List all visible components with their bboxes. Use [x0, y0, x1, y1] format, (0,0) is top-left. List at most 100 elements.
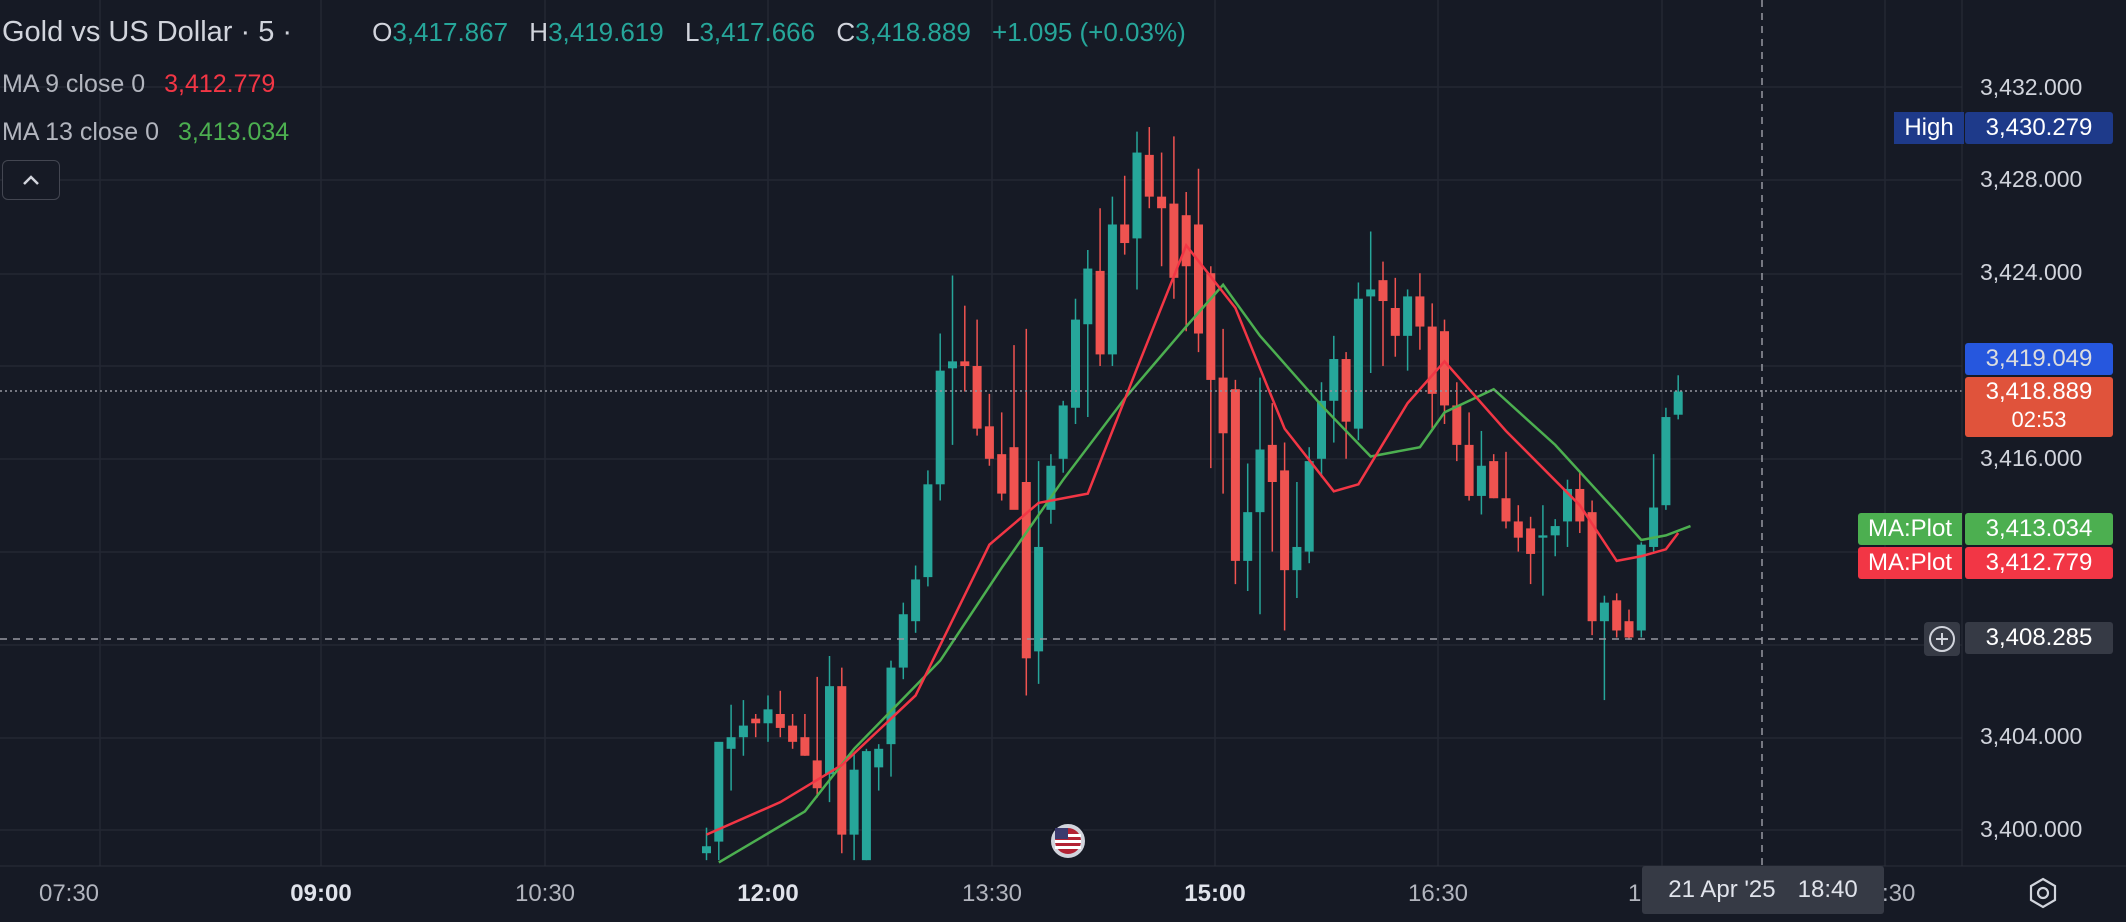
candle-body — [1501, 498, 1511, 522]
candle-body — [911, 579, 921, 622]
close-value: 3,418.889 — [855, 17, 971, 47]
time-tick-label: 12:00 — [737, 880, 799, 907]
time-tick-label: 13:30 — [961, 880, 1023, 907]
candle-body — [1317, 400, 1326, 459]
symbol-legend[interactable]: Gold vs US Dollar · 5 · O3,417.867 H3,41… — [2, 16, 1200, 49]
candle-body — [1550, 526, 1560, 536]
us-flag-event-icon[interactable] — [1049, 822, 1087, 860]
candle-body — [1218, 377, 1228, 434]
plus-circle-icon — [1929, 626, 1955, 652]
ma13-legend[interactable]: MA 13 close 0 3,413.034 — [2, 118, 289, 147]
candle-body — [837, 686, 847, 835]
candle-body — [923, 484, 933, 578]
candle-body — [960, 361, 970, 366]
time-label-partial-left: 1 — [1628, 880, 1642, 907]
candle-body — [861, 751, 871, 861]
candle-body — [1280, 470, 1290, 571]
candle-body — [1427, 326, 1437, 394]
candle-body — [825, 686, 834, 775]
bid-price-tag: 3,419.049 — [1965, 343, 2113, 375]
candle-body — [1673, 391, 1683, 415]
crosshair-date: 21 Apr '25 — [1668, 876, 1776, 903]
candle-body — [1599, 602, 1609, 622]
ma9-value: 3,412.779 — [164, 70, 276, 98]
candle-body — [1095, 270, 1105, 355]
time-tick-label: 07:30 — [38, 880, 100, 907]
candle-body — [997, 454, 1007, 494]
low-value: 3,417.666 — [699, 17, 816, 47]
candle-body — [812, 760, 822, 789]
candle-countdown: 02:53 — [2011, 407, 2067, 432]
candle-body — [1649, 507, 1659, 547]
candle-body — [1403, 296, 1413, 336]
candle-body — [763, 709, 773, 724]
high-value: 3,419.619 — [548, 17, 664, 47]
collapse-legend-button[interactable] — [2, 160, 60, 200]
price-tick-label: 3,416.000 — [1980, 444, 2083, 471]
crosshair-time-tag: 21 Apr '25 18:40 — [1642, 866, 1884, 914]
high-tag-label: High — [1894, 112, 1964, 144]
candle-body — [849, 769, 859, 835]
candle-body — [1206, 273, 1216, 380]
candle-body — [1513, 521, 1523, 538]
candle-body — [874, 748, 884, 768]
time-tick-label: 10:30 — [514, 880, 576, 907]
candle-body — [1538, 535, 1548, 538]
candle-body — [800, 737, 810, 756]
candle-body — [1489, 461, 1499, 499]
candle-body — [1636, 544, 1646, 631]
ma9-legend[interactable]: MA 9 close 0 3,412.779 — [2, 70, 275, 99]
candle-body — [1440, 331, 1449, 406]
ma9-line — [705, 242, 1680, 836]
candle-body — [1120, 224, 1130, 244]
candle-body — [1157, 196, 1167, 209]
candle-body — [1046, 465, 1056, 510]
high-tag-value: 3,430.279 — [1965, 112, 2113, 144]
candle-body — [1071, 319, 1080, 408]
candle-body — [1612, 600, 1622, 631]
candle-body — [738, 725, 748, 738]
close-label: C — [836, 17, 856, 47]
candle-body — [1304, 461, 1314, 552]
low-label: L — [684, 17, 700, 47]
candle-body — [898, 614, 908, 668]
candle-body — [1243, 512, 1253, 561]
candle-body — [1255, 449, 1265, 513]
price-tick-label: 3,400.000 — [1980, 816, 2083, 842]
crosshair-price-tag: 3,408.285 — [1965, 622, 2113, 654]
crosshair-time: 18:40 — [1797, 876, 1858, 903]
candle-body — [1230, 389, 1240, 561]
symbol-title[interactable]: Gold vs US Dollar · 5 · — [2, 16, 293, 48]
candle-body — [1476, 465, 1486, 496]
settings-gear-icon — [2029, 877, 2057, 909]
candle-body — [1415, 296, 1425, 327]
ma9-tag-value: 3,412.779 — [1965, 547, 2113, 579]
candle-body — [1292, 546, 1302, 571]
time-tick-label: 09:00 — [290, 880, 352, 907]
last-price-tag: 3,418.889 02:53 — [1965, 377, 2113, 437]
candle-body — [886, 667, 896, 745]
price-tick-label: 3,432.000 — [1980, 73, 2083, 100]
open-value: 3,417.867 — [392, 17, 509, 47]
candle-body — [714, 741, 724, 842]
ma13-value: 3,413.034 — [177, 118, 290, 146]
ohlc-values: O3,417.867 H3,419.619 L3,417.666 C3,418.… — [372, 17, 1200, 47]
candle-body — [1058, 405, 1068, 459]
ma13-tag-label: MA:Plot — [1858, 513, 1962, 545]
candle-body — [751, 718, 761, 724]
add-alert-button[interactable] — [1924, 622, 1960, 656]
candle-body — [1144, 154, 1154, 197]
chart-settings-button[interactable] — [2026, 876, 2060, 910]
candle-body — [1267, 444, 1277, 482]
candles — [702, 127, 1683, 861]
candle-body — [1526, 528, 1536, 554]
ma9-label: MA 9 close 0 — [2, 70, 146, 98]
candle-body — [1624, 621, 1634, 638]
candle-body — [1132, 152, 1142, 239]
candle-body — [1107, 224, 1117, 355]
candle-body — [726, 737, 736, 749]
candle-body — [1464, 444, 1474, 496]
candle-body — [1661, 417, 1671, 506]
time-label-partial-right: :30 — [1882, 880, 1916, 907]
